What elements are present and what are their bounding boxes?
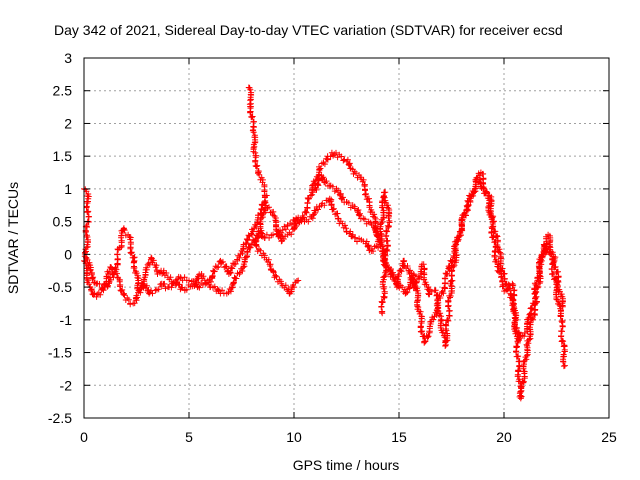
- y-tick-label: 0: [64, 246, 72, 262]
- y-tick-label: -1: [60, 312, 73, 328]
- x-tick-label: 10: [286, 429, 302, 445]
- y-axis-label: SDTVAR / TECUs: [5, 182, 21, 294]
- x-tick-label: 15: [391, 429, 407, 445]
- y-tick-label: -2.5: [48, 410, 72, 426]
- y-tick-label: -1.5: [48, 345, 72, 361]
- x-tick-label: 20: [496, 429, 512, 445]
- y-tick-label: 2: [64, 115, 72, 131]
- axis-ticks: 0 5 10 15 20 25 -2.5 -2 -1.5 -1 -0.5 0 0.5 1 1.5 2 2.5 3: [48, 50, 617, 445]
- y-tick-label: 1.5: [53, 148, 73, 164]
- grid-lines: [84, 58, 609, 418]
- x-tick-label: 0: [80, 429, 88, 445]
- y-tick-label: 1: [64, 181, 72, 197]
- y-tick-label: 3: [64, 50, 72, 66]
- sdtvar-markers: [81, 84, 568, 402]
- x-tick-label: 5: [185, 429, 193, 445]
- data-points: [81, 84, 568, 402]
- y-tick-label: -0.5: [48, 279, 72, 295]
- y-tick-label: -2: [60, 377, 73, 393]
- plot-frame: [83, 57, 610, 419]
- y-tick-label: 2.5: [53, 83, 73, 99]
- chart-title: Day 342 of 2021, Sidereal Day-to-day VTE…: [54, 22, 563, 38]
- x-axis-label: GPS time / hours: [293, 457, 400, 473]
- x-tick-label: 25: [601, 429, 617, 445]
- y-tick-label: 0.5: [53, 214, 73, 230]
